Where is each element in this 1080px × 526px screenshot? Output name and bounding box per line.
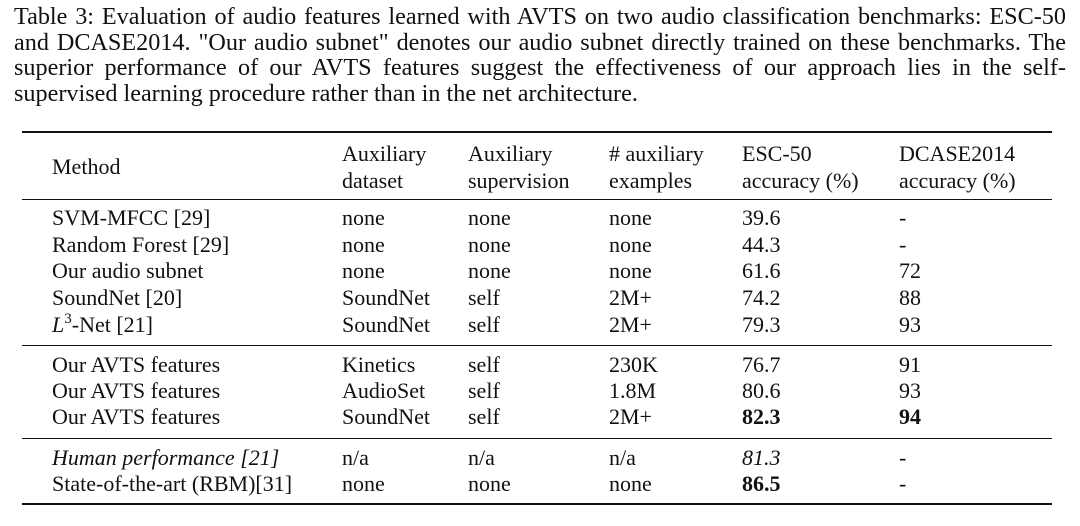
table-row-esc: 81.3: [742, 445, 781, 470]
table-row-examples: 2M+: [609, 285, 652, 310]
table-row-dcase: -: [899, 445, 907, 470]
table-row-supervision: self: [468, 378, 500, 403]
table-row-examples: none: [609, 232, 652, 257]
table-caption: Table 3: Evaluation of audio features le…: [14, 3, 1066, 107]
header-esc-1: ESC-50: [742, 141, 812, 166]
table-row-supervision: none: [468, 232, 511, 257]
table-row-supervision: self: [468, 285, 500, 310]
table-row-method: SoundNet [20]: [52, 285, 183, 310]
bottom-rule: [22, 503, 1052, 505]
table-row-esc: 76.7: [742, 352, 781, 377]
table-row-method: Our AVTS features: [52, 352, 221, 377]
header-aux-examples-1: # auxiliary: [609, 141, 704, 166]
header-esc-2: accuracy (%): [742, 168, 859, 193]
table-row-esc: 86.5: [742, 471, 781, 496]
math-superscript: 3: [64, 310, 72, 327]
table-row-dataset: none: [342, 258, 385, 283]
table-row-method: L3-Net [21]: [52, 310, 153, 338]
table-row-esc: 82.3: [742, 404, 781, 429]
table-row-dcase: 94: [899, 404, 921, 429]
table-row-esc: 80.6: [742, 378, 781, 403]
header-aux-supervision-1: Auxiliary: [468, 141, 553, 166]
header-aux-dataset-2: dataset: [342, 168, 404, 193]
table-row-examples: none: [609, 258, 652, 283]
header-rule: [22, 199, 1052, 200]
table-row-supervision: none: [468, 471, 511, 496]
table-row-dataset: none: [342, 471, 385, 496]
table-row-supervision: none: [468, 205, 511, 230]
table-row-dataset: none: [342, 232, 385, 257]
table-row-method: SVM-MFCC [29]: [52, 205, 211, 230]
group-rule-2: [22, 438, 1052, 439]
table-row-dataset: n/a: [342, 445, 369, 470]
table-row-esc: 74.2: [742, 285, 781, 310]
header-aux-supervision-2: supervision: [468, 168, 570, 193]
table-row-dataset: SoundNet: [342, 285, 430, 310]
table-row-dataset: none: [342, 205, 385, 230]
group-rule-1: [22, 345, 1052, 346]
table-row-examples: 2M+: [609, 312, 652, 337]
table-row-examples: none: [609, 471, 652, 496]
table-row-supervision: self: [468, 404, 500, 429]
table-row-dcase: 91: [899, 352, 921, 377]
table-row-esc: 61.6: [742, 258, 781, 283]
table-row-dcase: 93: [899, 312, 921, 337]
table-row-method: Our AVTS features: [52, 378, 221, 403]
table-row-supervision: none: [468, 258, 511, 283]
top-rule: [22, 131, 1052, 133]
table-row-dcase: 72: [899, 258, 921, 283]
table-row-dcase: -: [899, 471, 907, 496]
table-row-supervision: n/a: [468, 445, 495, 470]
table-row-examples: n/a: [609, 445, 636, 470]
table-row-esc: 44.3: [742, 232, 781, 257]
table-row-esc: 79.3: [742, 312, 781, 337]
table-row-dataset: Kinetics: [342, 352, 416, 377]
header-aux-examples-2: examples: [609, 168, 693, 193]
table-row-examples: 1.8M: [609, 378, 657, 403]
header-dcase-2: accuracy (%): [899, 168, 1016, 193]
table-row-dataset: AudioSet: [342, 378, 426, 403]
table-row-examples: 2M+: [609, 404, 652, 429]
table-row-method: State-of-the-art (RBM)[31]: [52, 471, 293, 496]
header-dcase-1: DCASE2014: [899, 141, 1016, 166]
table-row-esc: 39.6: [742, 205, 781, 230]
table-row-method: Our AVTS features: [52, 404, 221, 429]
table-row-dcase: 93: [899, 378, 921, 403]
header-aux-dataset-1: Auxiliary: [342, 141, 427, 166]
table-row-supervision: self: [468, 352, 500, 377]
table-row-examples: none: [609, 205, 652, 230]
table-row-dcase: 88: [899, 285, 921, 310]
table-row-supervision: self: [468, 312, 500, 337]
table-row-examples: 230K: [609, 352, 658, 377]
table-row-method: Our audio subnet: [52, 258, 204, 283]
table-row-method: Human performance [21]: [52, 445, 280, 470]
table-row-dcase: -: [899, 205, 907, 230]
table-row-dcase: -: [899, 232, 907, 257]
table-row-method: Random Forest [29]: [52, 232, 230, 257]
table-row-dataset: SoundNet: [342, 312, 430, 337]
math-l: L: [52, 312, 65, 337]
method-suffix: -Net [21]: [71, 312, 153, 337]
header-method: Method: [52, 154, 121, 179]
table-row-dataset: SoundNet: [342, 404, 430, 429]
